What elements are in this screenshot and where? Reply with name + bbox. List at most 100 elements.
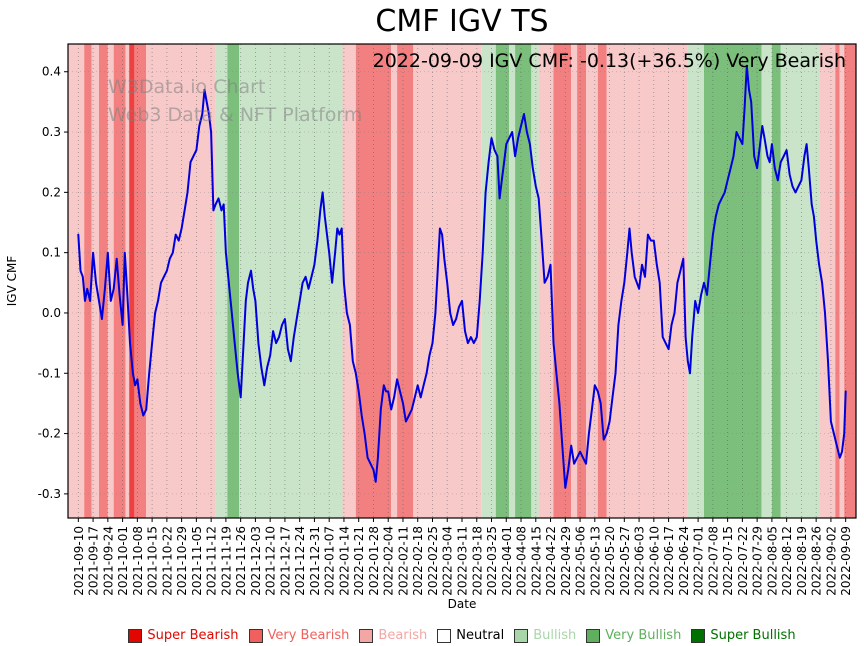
svg-text:2022-08-05: 2022-08-05	[765, 526, 779, 596]
svg-text:2022-01-21: 2022-01-21	[352, 526, 366, 596]
legend-label: Bearish	[378, 628, 428, 643]
band-bearish	[819, 44, 836, 518]
legend-item-bullish: Bullish	[514, 628, 576, 643]
svg-text:2022-04-01: 2022-04-01	[500, 526, 514, 596]
band-very_bullish	[495, 44, 510, 518]
svg-text:2021-12-10: 2021-12-10	[264, 526, 278, 596]
legend-swatch	[514, 628, 529, 643]
band-bearish	[391, 44, 398, 518]
band-very_bullish	[771, 44, 781, 518]
band-very_bearish	[84, 44, 92, 518]
legend-swatch	[691, 628, 706, 643]
legend-swatch	[248, 628, 263, 643]
band-very_bearish	[835, 44, 840, 518]
band-bearish	[839, 44, 845, 518]
svg-text:2022-08-12: 2022-08-12	[780, 526, 794, 596]
svg-text:2021-09-10: 2021-09-10	[72, 526, 86, 596]
svg-text:2022-04-15: 2022-04-15	[529, 526, 543, 596]
svg-text:2022-05-13: 2022-05-13	[588, 526, 602, 596]
legend-item-very-bullish: Very Bullish	[586, 628, 681, 643]
svg-text:2022-01-14: 2022-01-14	[337, 526, 351, 596]
band-very_bearish	[397, 44, 414, 518]
band-very_bearish	[553, 44, 572, 518]
band-bullish	[780, 44, 820, 518]
svg-text:2022-02-11: 2022-02-11	[397, 526, 411, 596]
band-very_bearish	[577, 44, 586, 518]
y-axis-label: IGV CMF	[5, 256, 19, 307]
svg-text:2021-10-15: 2021-10-15	[146, 526, 160, 596]
svg-text:-0.1: -0.1	[38, 366, 61, 380]
svg-text:2022-07-15: 2022-07-15	[721, 526, 735, 596]
legend-label: Super Bearish	[147, 628, 239, 643]
svg-text:2021-10-29: 2021-10-29	[175, 526, 189, 596]
svg-text:2022-01-28: 2022-01-28	[367, 526, 381, 596]
svg-text:2021-11-19: 2021-11-19	[219, 526, 233, 596]
svg-text:2021-12-03: 2021-12-03	[249, 526, 263, 596]
band-very_bearish	[844, 44, 856, 518]
svg-text:0.4: 0.4	[42, 65, 61, 79]
band-bearish	[606, 44, 688, 518]
watermark-line2: Web3 Data & NFT Platform	[108, 103, 363, 126]
legend-label: Very Bearish	[267, 628, 350, 643]
svg-text:2022-04-29: 2022-04-29	[559, 526, 573, 596]
svg-text:0.3: 0.3	[42, 125, 61, 139]
axis-labels: IGV CMF Date	[5, 256, 476, 611]
svg-text:0.2: 0.2	[42, 185, 61, 199]
svg-text:2022-01-07: 2022-01-07	[323, 526, 337, 596]
legend-swatch	[586, 628, 601, 643]
svg-text:2022-05-20: 2022-05-20	[603, 526, 617, 596]
x-axis-label: Date	[448, 597, 477, 611]
band-bearish	[571, 44, 578, 518]
svg-text:2021-10-22: 2021-10-22	[160, 526, 174, 596]
svg-text:2021-09-17: 2021-09-17	[87, 526, 101, 596]
svg-text:2022-04-08: 2022-04-08	[515, 526, 529, 596]
svg-text:2022-07-01: 2022-07-01	[692, 526, 706, 596]
legend-swatch	[128, 628, 143, 643]
svg-text:0.1: 0.1	[42, 246, 61, 260]
svg-text:2021-11-26: 2021-11-26	[234, 526, 248, 596]
band-super_bearish	[129, 44, 135, 518]
watermark: W3Data.io Chart Web3 Data & NFT Platform	[108, 74, 362, 129]
svg-text:2022-02-25: 2022-02-25	[426, 526, 440, 596]
band-very_bullish	[227, 44, 240, 518]
band-bullish	[481, 44, 496, 518]
svg-text:0.0: 0.0	[42, 306, 61, 320]
svg-text:2022-05-06: 2022-05-06	[574, 526, 588, 596]
band-bearish	[146, 44, 216, 518]
svg-text:2022-04-22: 2022-04-22	[544, 526, 558, 596]
legend-label: Neutral	[456, 628, 505, 643]
x-axis-ticks: 2021-09-10 2021-09-17 2021-09-24 2021-10-01…	[72, 518, 853, 596]
svg-text:2022-02-18: 2022-02-18	[411, 526, 425, 596]
band-bearish	[342, 44, 356, 518]
band-very_bearish	[597, 44, 607, 518]
svg-text:2022-09-09: 2022-09-09	[839, 526, 853, 596]
band-very_bullish	[515, 44, 532, 518]
band-bullish	[761, 44, 772, 518]
svg-text:2022-06-17: 2022-06-17	[662, 526, 676, 596]
svg-text:2022-06-03: 2022-06-03	[633, 526, 647, 596]
legend-item-very-bearish: Very Bearish	[248, 628, 350, 643]
svg-text:2021-09-24: 2021-09-24	[101, 526, 115, 596]
band-bullish	[687, 44, 704, 518]
svg-text:2022-03-25: 2022-03-25	[485, 526, 499, 596]
watermark-line1: W3Data.io Chart	[108, 76, 266, 98]
svg-text:2022-07-29: 2022-07-29	[751, 526, 765, 596]
gridlines	[68, 44, 856, 518]
svg-text:2021-11-12: 2021-11-12	[205, 526, 219, 596]
svg-text:2022-03-18: 2022-03-18	[470, 526, 484, 596]
legend-swatch	[437, 628, 452, 643]
band-very_bearish	[113, 44, 126, 518]
svg-text:2021-12-24: 2021-12-24	[293, 526, 307, 596]
svg-text:2022-08-19: 2022-08-19	[795, 526, 809, 596]
band-bearish	[107, 44, 114, 518]
cmf-line	[77, 64, 847, 489]
legend-item-bearish: Bearish	[359, 628, 427, 643]
band-bullish	[509, 44, 516, 518]
y-axis-ticks: -0.3 -0.2 -0.1 0.0 0.1 0.2 0.3 0.4	[38, 65, 68, 501]
legend-label: Very Bullish	[605, 628, 682, 643]
band-bullish	[531, 44, 539, 518]
chart-title: CMF IGV TS	[375, 4, 549, 39]
band-bearish	[68, 44, 85, 518]
